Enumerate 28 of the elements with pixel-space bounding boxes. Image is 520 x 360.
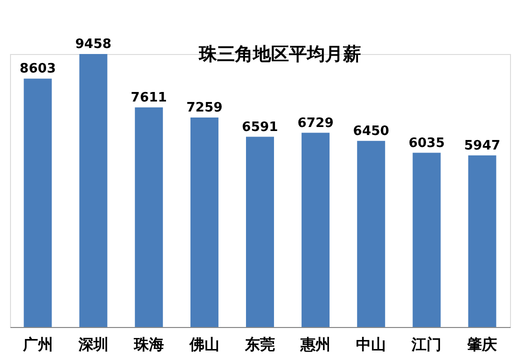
data-label: 6729 — [297, 116, 334, 131]
bar — [190, 117, 218, 327]
data-label: 9458 — [75, 37, 112, 52]
bar — [134, 107, 163, 327]
x-tick-label: 惠州 — [300, 336, 331, 354]
data-label: 6450 — [353, 124, 390, 139]
bar — [246, 136, 274, 327]
bar — [412, 152, 441, 327]
data-label: 7259 — [186, 100, 223, 116]
x-tick-label: 深圳 — [77, 336, 108, 354]
bar — [79, 54, 108, 327]
x-tick-label: 中山 — [356, 336, 386, 354]
bar — [357, 140, 386, 327]
bar — [24, 78, 52, 327]
data-label: 6591 — [242, 120, 278, 135]
bar — [302, 132, 330, 327]
data-label: 5947 — [464, 138, 500, 154]
x-tick-label: 肇庆 — [466, 336, 498, 354]
x-tick-label: 广州 — [22, 336, 53, 354]
data-label: 8603 — [20, 62, 56, 77]
x-tick-label: 江门 — [410, 336, 442, 354]
bar — [468, 155, 496, 327]
x-tick-label: 珠海 — [132, 336, 164, 354]
data-label: 6035 — [408, 136, 445, 151]
chart-title: 珠三角地区平均月薪 — [198, 44, 361, 65]
x-tick-label: 佛山 — [188, 336, 220, 354]
x-tick-label: 东莞 — [244, 336, 275, 354]
data-label: 7611 — [130, 90, 167, 106]
